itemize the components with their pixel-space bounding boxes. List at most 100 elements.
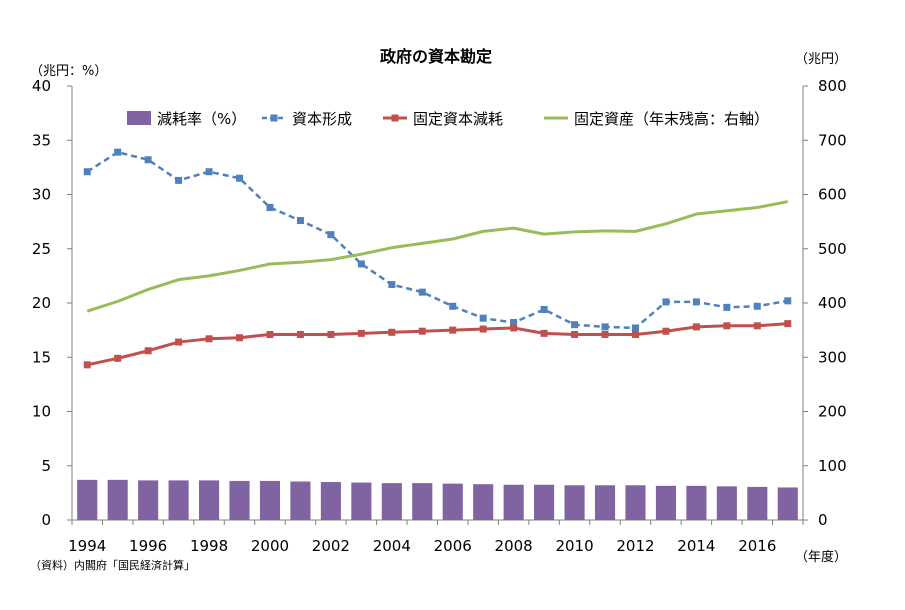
x-axis-tick-label: 2014 <box>677 537 715 555</box>
data-point <box>418 288 426 296</box>
data-point <box>631 330 639 338</box>
data-point <box>418 327 426 335</box>
legend-label: 固定資本減耗 <box>413 110 503 128</box>
chart-title: 政府の資本勘定 <box>380 47 492 66</box>
bar <box>716 486 737 520</box>
right-axis-tick-label: 500 <box>818 240 847 258</box>
data-point <box>571 330 579 338</box>
data-point <box>114 354 122 362</box>
right-axis-tick-label: 0 <box>818 511 828 529</box>
left-axis-unit: （兆円：%） <box>30 64 107 79</box>
right-axis-tick-label: 200 <box>818 403 847 421</box>
bar <box>199 480 220 520</box>
data-point <box>327 231 335 239</box>
right-axis-tick-label: 400 <box>818 294 847 312</box>
x-axis-tick-label: 2010 <box>555 537 593 555</box>
data-point <box>449 326 457 334</box>
data-point <box>266 330 274 338</box>
bar <box>229 480 250 520</box>
left-axis-tick-label: 40 <box>32 77 51 95</box>
x-axis-tick-label: 1994 <box>68 537 106 555</box>
left-axis-tick-label: 10 <box>32 403 51 421</box>
data-point <box>784 297 792 305</box>
legend-marker <box>270 114 278 122</box>
data-point <box>144 347 152 355</box>
data-point <box>327 330 335 338</box>
data-point <box>540 329 548 337</box>
x-axis-tick-label: 2012 <box>616 537 654 555</box>
bar <box>777 487 798 520</box>
data-point <box>540 306 548 314</box>
x-axis-tick-label: 2002 <box>312 537 350 555</box>
x-axis-tick-label: 2006 <box>434 537 472 555</box>
bar-series <box>77 479 798 520</box>
line-series <box>83 148 792 369</box>
legend-marker <box>391 114 399 122</box>
x-axis-tick-label: 2000 <box>251 537 289 555</box>
source-note: （資料）内閣府「国民経済計算」 <box>30 558 195 572</box>
data-point <box>175 176 183 184</box>
data-point <box>449 302 457 310</box>
data-point <box>784 320 792 328</box>
data-point <box>236 174 244 182</box>
data-point <box>662 298 670 306</box>
data-point <box>388 281 396 289</box>
bar <box>686 485 707 520</box>
data-point <box>571 321 579 329</box>
right-axis-tick-label: 100 <box>818 457 847 475</box>
data-point <box>753 322 761 330</box>
bar <box>138 480 159 520</box>
data-point <box>692 298 700 306</box>
left-axis-tick-label: 25 <box>32 240 51 258</box>
right-axis-tick-label: 800 <box>818 77 847 95</box>
data-point <box>266 204 274 212</box>
data-point <box>205 335 213 343</box>
series-line <box>86 200 789 313</box>
bar <box>625 485 646 520</box>
data-point <box>236 334 244 342</box>
legend-swatch <box>127 111 151 125</box>
data-point <box>388 328 396 336</box>
data-point <box>83 168 91 176</box>
data-point <box>114 148 122 156</box>
bar <box>594 485 616 520</box>
bar <box>168 480 189 520</box>
bar <box>503 484 524 520</box>
bar <box>442 483 463 520</box>
series-line <box>86 150 788 330</box>
data-point <box>83 361 91 369</box>
legend-label: 固定資産（年末残高：右軸） <box>574 110 769 128</box>
bar <box>320 482 341 520</box>
x-axis-tick-label: 1996 <box>129 537 167 555</box>
data-point <box>357 260 365 268</box>
bar <box>655 485 676 520</box>
bar <box>564 485 585 520</box>
legend-label: 資本形成 <box>292 110 352 128</box>
left-axis-tick-label: 30 <box>32 186 51 204</box>
x-axis-tick-label: 2016 <box>738 537 776 555</box>
data-point <box>510 324 518 332</box>
data-point <box>296 330 304 338</box>
bar <box>77 479 98 520</box>
x-axis-tick-label: 2008 <box>495 537 533 555</box>
x-axis-tick-label: 2004 <box>373 537 411 555</box>
data-point <box>175 338 183 346</box>
legend: 減耗率（%） 資本形成 固定資本減耗 固定資産（年末残高：右軸） <box>127 110 769 128</box>
right-axis-tick-label: 300 <box>818 348 847 366</box>
data-point <box>723 303 731 311</box>
bar <box>747 486 768 520</box>
right-axis-tick-label: 700 <box>818 131 847 149</box>
legend-label: 減耗率（%） <box>157 110 246 128</box>
x-axis-unit: （年度） <box>795 549 847 565</box>
data-point <box>205 168 213 176</box>
right-axis-tick-label: 600 <box>818 186 847 204</box>
data-point <box>144 156 152 164</box>
x-axis-tick-label: 1998 <box>190 537 228 555</box>
data-point <box>357 329 365 337</box>
series-line <box>86 322 788 367</box>
left-axis-tick-label: 20 <box>32 294 51 312</box>
data-point <box>479 325 487 333</box>
right-axis-unit: （兆円） <box>795 52 847 67</box>
bar <box>259 480 281 520</box>
left-axis-tick-label: 5 <box>41 457 51 475</box>
